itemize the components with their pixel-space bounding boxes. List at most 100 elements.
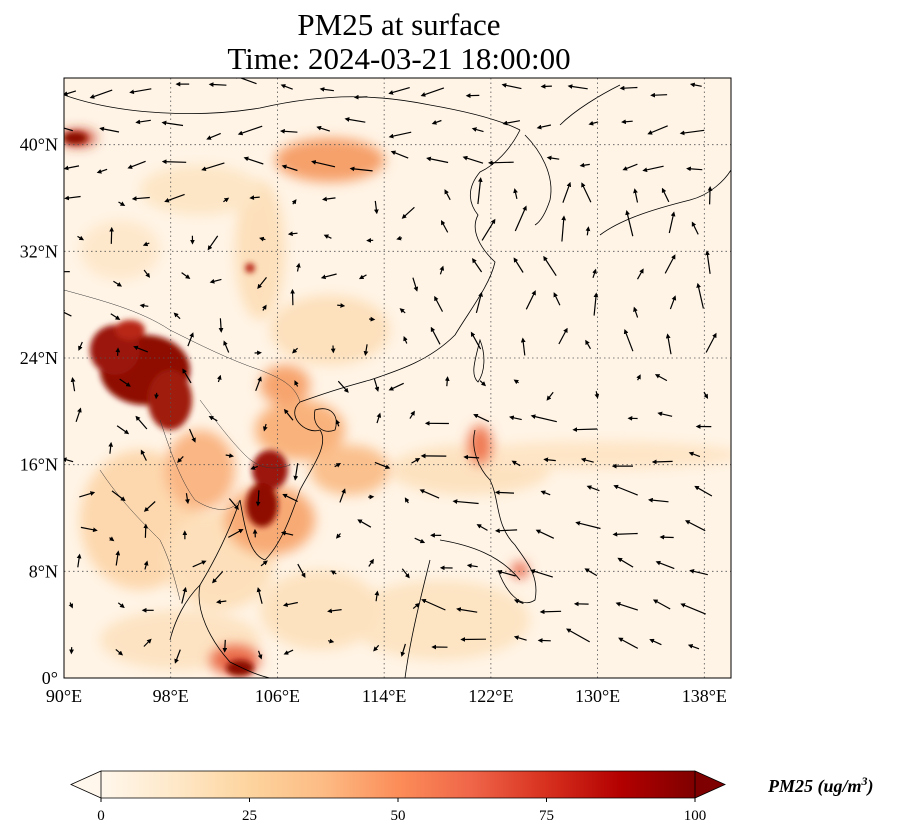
- wind-arrow: [530, 414, 557, 423]
- colorbar-tick-label: 0: [97, 808, 105, 824]
- wind-arrow: [501, 83, 522, 90]
- wind-arrow: [707, 185, 713, 205]
- lat-tick-label: 0°: [42, 668, 58, 688]
- wind-arrow: [684, 520, 706, 532]
- wind-arrow: [283, 408, 294, 421]
- wind-arrow: [115, 550, 121, 566]
- wind-arrow: [143, 269, 151, 278]
- wind-arrow: [192, 560, 207, 568]
- wind-arrow: [143, 638, 152, 647]
- wind-arrow: [334, 463, 342, 468]
- wind-arrow: [705, 250, 711, 274]
- colorbar-tick-label: 25: [242, 808, 257, 824]
- wind-arrow: [64, 165, 80, 171]
- wind-arrow: [363, 344, 369, 356]
- colorbar-tick-label: 100: [684, 808, 707, 824]
- wind-arrow: [294, 380, 299, 387]
- wind-arrow: [444, 189, 451, 201]
- wind-arrow: [280, 84, 293, 90]
- wind-arrow: [472, 258, 483, 273]
- wind-arrow: [295, 262, 301, 272]
- wind-arrow: [368, 558, 374, 567]
- wind-arrow: [109, 536, 115, 542]
- wind-arrow: [223, 197, 230, 203]
- wind-arrow: [689, 569, 708, 576]
- wind-arrow: [434, 295, 444, 312]
- wind-arrow: [562, 181, 572, 203]
- map-subtitle-time: Time: 2024-03-21 18:00:00: [227, 41, 571, 76]
- wind-arrow: [412, 277, 419, 292]
- wind-arrow: [388, 131, 412, 139]
- wind-arrow: [344, 117, 366, 123]
- lon-tick-label: 106°E: [255, 686, 300, 706]
- wind-arrow: [80, 526, 98, 533]
- lon-tick-label: 90°E: [46, 686, 82, 706]
- wind-arrow: [636, 374, 641, 381]
- wind-arrow: [647, 497, 669, 503]
- wind-arrow: [131, 196, 150, 201]
- wind-arrow: [400, 643, 406, 657]
- wind-arrow: [463, 454, 480, 460]
- wind-arrow: [633, 306, 639, 318]
- wind-arrow: [473, 413, 490, 423]
- wind-arrow: [535, 529, 555, 539]
- wind-arrow: [337, 303, 346, 308]
- wind-arrow: [209, 278, 222, 284]
- wind-arrow: [349, 166, 373, 172]
- wind-arrow: [119, 378, 131, 387]
- wind-arrow: [623, 329, 634, 352]
- country-borders: [64, 289, 301, 601]
- wind-arrow: [636, 268, 644, 280]
- colorbar: 0 25 50 75 100: [70, 770, 726, 824]
- wind-arrow: [282, 601, 298, 607]
- wind-arrow: [579, 162, 590, 168]
- wind-arrow: [703, 391, 709, 399]
- wind-arrow: [255, 490, 261, 507]
- wind-arrow: [99, 126, 120, 133]
- wind-arrow: [661, 187, 670, 203]
- wind-arrow: [664, 254, 676, 274]
- wind-arrow: [206, 132, 221, 140]
- wind-arrow: [513, 635, 527, 641]
- wind-arrow: [76, 553, 82, 568]
- wind-arrow: [633, 188, 639, 203]
- wind-arrow: [543, 457, 556, 463]
- wind-arrow: [513, 379, 519, 385]
- wind-arrow: [687, 644, 700, 650]
- wind-arrow: [618, 637, 639, 649]
- wind-arrow: [476, 524, 488, 531]
- wind-arrow: [513, 188, 518, 200]
- wind-arrow: [70, 377, 76, 392]
- wind-arrow: [127, 160, 146, 169]
- wind-arrow: [669, 295, 677, 310]
- wind-arrow: [581, 182, 592, 203]
- wind-arrow: [311, 160, 336, 168]
- lat-tick-labels: 0° 8°N 16°N 24°N 32°N 40°N: [20, 135, 58, 688]
- wind-arrow: [431, 119, 442, 125]
- wind-arrow: [409, 410, 415, 419]
- wind-arrow: [174, 649, 181, 664]
- wind-arrow: [222, 639, 228, 653]
- wind-arrow: [689, 82, 702, 88]
- wind-arrow: [139, 303, 149, 309]
- wind-arrow: [282, 493, 298, 503]
- wind-arrow: [357, 519, 372, 528]
- wind-arrow: [291, 199, 297, 205]
- pm25-low-patches: [80, 165, 731, 670]
- wind-arrow: [64, 195, 81, 201]
- wind-arrow: [580, 457, 594, 463]
- map-title: PM25 at surface: [297, 7, 501, 42]
- wind-arrow: [705, 332, 717, 353]
- wind-arrow: [280, 531, 294, 536]
- wind-arrow: [173, 312, 181, 320]
- wind-arrow: [327, 638, 335, 644]
- wind-arrow: [255, 376, 262, 392]
- wind-arrow: [530, 569, 553, 578]
- wind-arrow: [546, 391, 554, 401]
- wind-arrow: [680, 603, 706, 615]
- lon-tick-label: 138°E: [682, 686, 727, 706]
- wind-arrow: [494, 490, 515, 495]
- wind-arrow: [96, 168, 108, 174]
- lat-tick-label: 16°N: [20, 455, 58, 475]
- wind-arrow: [262, 304, 267, 311]
